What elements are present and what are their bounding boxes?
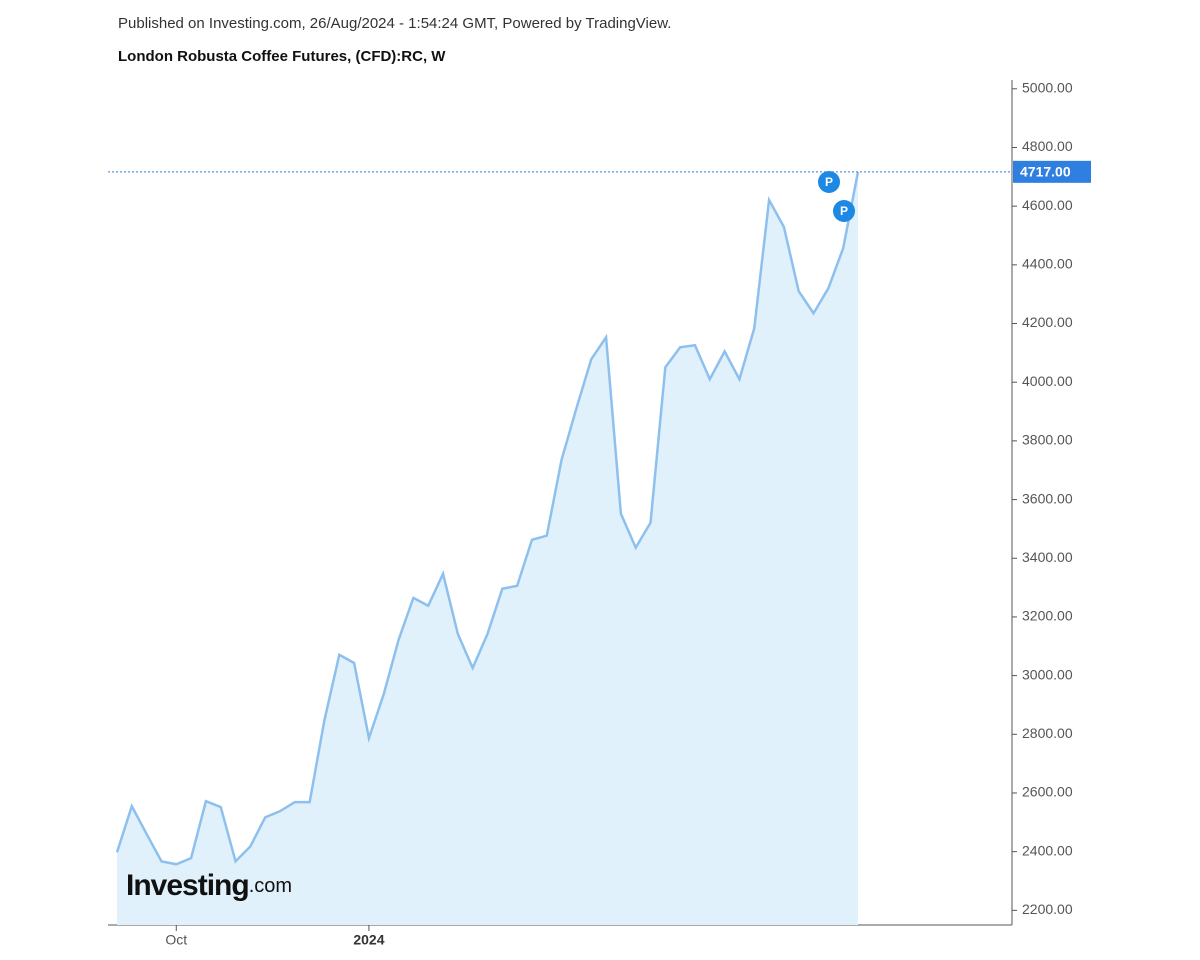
last-price-box <box>1013 160 1091 183</box>
line <box>115 171 860 866</box>
last-price-label: 4717.00 <box>1020 164 1071 180</box>
y-tick-label: 2600.00 <box>1022 784 1073 800</box>
y-tick-label: 4800.00 <box>1022 138 1073 154</box>
logo: Investing.com <box>126 869 292 902</box>
chart-title: London Robusta Coffee Futures, (CFD):RC,… <box>118 48 446 65</box>
area-fill <box>117 171 858 925</box>
y-tick-label: 3400.00 <box>1022 549 1073 565</box>
y-tick-label: 3000.00 <box>1022 666 1073 682</box>
y-tick-label: 3800.00 <box>1022 432 1073 448</box>
logo-suffix: .com <box>249 875 292 897</box>
y-tick-label: 4200.00 <box>1022 314 1073 330</box>
y-tick-label: 2800.00 <box>1022 725 1073 741</box>
x-tick-label: Oct <box>165 932 187 948</box>
marker-p <box>818 171 840 193</box>
y-tick-label: 4400.00 <box>1022 256 1073 272</box>
marker-p-label: P <box>825 175 833 189</box>
marker-p <box>833 200 855 222</box>
y-tick-label: 3600.00 <box>1022 490 1073 506</box>
y-tick-label: 5000.00 <box>1022 80 1073 96</box>
y-tick-label: 4000.00 <box>1022 373 1073 389</box>
logo-word: Investing <box>126 869 249 902</box>
y-tick-label: 2200.00 <box>1022 901 1073 917</box>
x-tick-label: 2024 <box>353 932 384 948</box>
published-note: Published on Investing.com, 26/Aug/2024 … <box>118 15 671 32</box>
marker-p-label: P <box>840 204 848 218</box>
y-tick-label: 4600.00 <box>1022 197 1073 213</box>
y-tick-label: 3200.00 <box>1022 608 1073 624</box>
y-tick-label: 2400.00 <box>1022 842 1073 858</box>
